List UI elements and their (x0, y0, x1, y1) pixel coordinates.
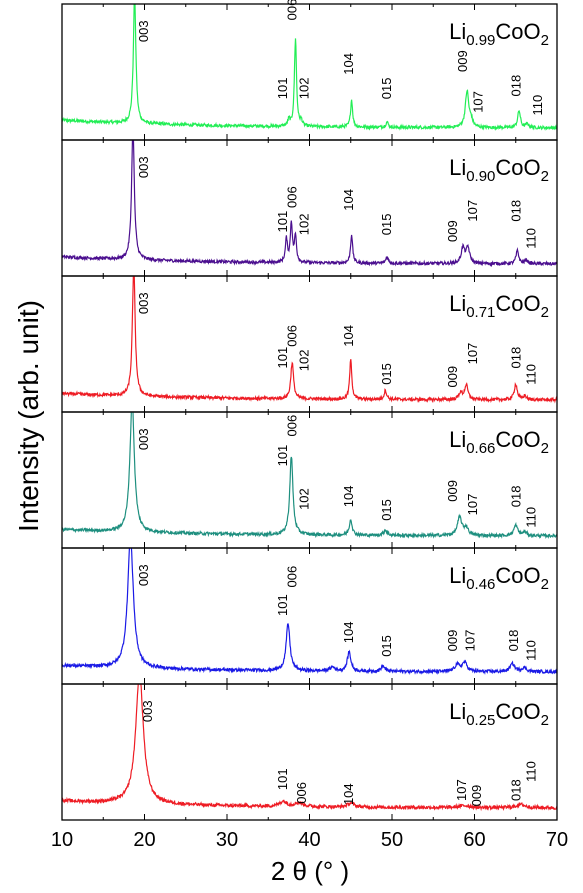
hkl-label: 104 (341, 53, 356, 75)
hkl-label: 009 (445, 630, 460, 652)
hkl-label: 003 (136, 564, 151, 586)
hkl-label: 107 (465, 343, 480, 365)
hkl-label: 015 (379, 499, 394, 521)
x-axis: 10 20 30 40 50 60 70 (51, 829, 568, 851)
hkl-label: 102 (297, 488, 312, 510)
hkl-label: 018 (509, 75, 524, 97)
hkl-label: 009 (455, 50, 470, 72)
hkl-label: 110 (524, 228, 539, 249)
hkl-label: 009 (445, 220, 460, 242)
hkl-label: 018 (509, 200, 524, 222)
hkl-label: 018 (509, 779, 524, 801)
x-tick-label: 40 (298, 829, 320, 851)
stacked-panels: 003101006102104015009107018110Li0.99CoO2… (61, 0, 558, 821)
composition-label: Li0.25CoO2 (449, 699, 549, 729)
hkl-label: 018 (506, 630, 521, 652)
hkl-label: 110 (530, 95, 545, 116)
composition-label: Li0.66CoO2 (449, 427, 549, 457)
x-axis-label: 2 θ (° ) (271, 856, 349, 886)
composition-label: Li0.71CoO2 (449, 291, 549, 321)
xrd-pattern-line (62, 412, 557, 540)
x-tick-label: 10 (51, 829, 73, 851)
hkl-label: 107 (454, 779, 469, 801)
xrd-pattern-line (62, 140, 557, 268)
hkl-label: 015 (379, 77, 394, 99)
hkl-label: 009 (445, 366, 460, 388)
hkl-label: 102 (297, 213, 312, 235)
hkl-label: 104 (341, 325, 356, 347)
hkl-label: 107 (465, 494, 480, 516)
hkl-label: 101 (275, 211, 290, 233)
hkl-label: 107 (471, 91, 486, 113)
hkl-label: 104 (341, 783, 356, 805)
composition-label: Li0.46CoO2 (449, 563, 549, 593)
hkl-label: 006 (284, 186, 299, 208)
hkl-label: 006 (284, 0, 299, 20)
hkl-label: 015 (379, 213, 394, 235)
hkl-label: 102 (297, 349, 312, 371)
composition-label: Li0.90CoO2 (449, 155, 549, 185)
hkl-label: 015 (379, 635, 394, 657)
hkl-label: 104 (341, 485, 356, 507)
xrd-pattern-line (62, 4, 557, 132)
hkl-label: 110 (524, 364, 539, 385)
y-axis-label: Intensity (arb. unit) (13, 300, 44, 532)
xrd-pattern-line (62, 548, 557, 676)
hkl-label: 006 (294, 782, 309, 804)
xrd-pattern-line (62, 276, 557, 404)
hkl-label: 101 (275, 347, 290, 369)
hkl-label: 003 (136, 428, 151, 450)
x-tick-label: 30 (216, 829, 238, 851)
hkl-label: 101 (275, 768, 290, 790)
panel-0.99: 003 101 006 102 104 015 009 107 018 110 Li0.99CoO2 (61, 0, 558, 141)
hkl-label: 110 (524, 507, 539, 528)
hkl-label: 110 (524, 640, 539, 661)
x-tick-label: 60 (463, 829, 485, 851)
xrd-pattern-line (62, 684, 557, 812)
composition-label: Li0.99CoO2 (449, 19, 549, 49)
hkl-label: 015 (379, 363, 394, 385)
x-tick-label: 50 (381, 829, 403, 851)
hkl-label: 003 (136, 292, 151, 314)
hkl-label: 018 (509, 485, 524, 507)
hkl-label: 003 (136, 20, 151, 42)
hkl-label: 006 (284, 566, 299, 588)
hkl-label: 018 (509, 347, 524, 369)
hkl-label: 104 (341, 621, 356, 643)
hkl-label: 006 (284, 415, 299, 437)
panel-0.46: 003 101 006 104 015 009 107 018 110 Li0.46CoO2 (61, 547, 558, 685)
hkl-label: 107 (463, 630, 478, 652)
hkl-label: 104 (341, 189, 356, 211)
hkl-label: 110 (524, 761, 539, 782)
hkl-label: 102 (297, 77, 312, 99)
x-tick-label: 70 (546, 829, 568, 851)
hkl-label: 107 (465, 200, 480, 222)
hkl-label: 003 (136, 156, 151, 178)
hkl-label: 006 (284, 325, 299, 347)
hkl-label: 003 (140, 700, 155, 722)
hkl-label: 101 (275, 445, 290, 467)
hkl-label: 101 (275, 594, 290, 616)
x-tick-label: 20 (133, 829, 155, 851)
hkl-label: 009 (445, 480, 460, 502)
hkl-label: 101 (275, 77, 290, 99)
hkl-label: 009 (469, 785, 484, 807)
